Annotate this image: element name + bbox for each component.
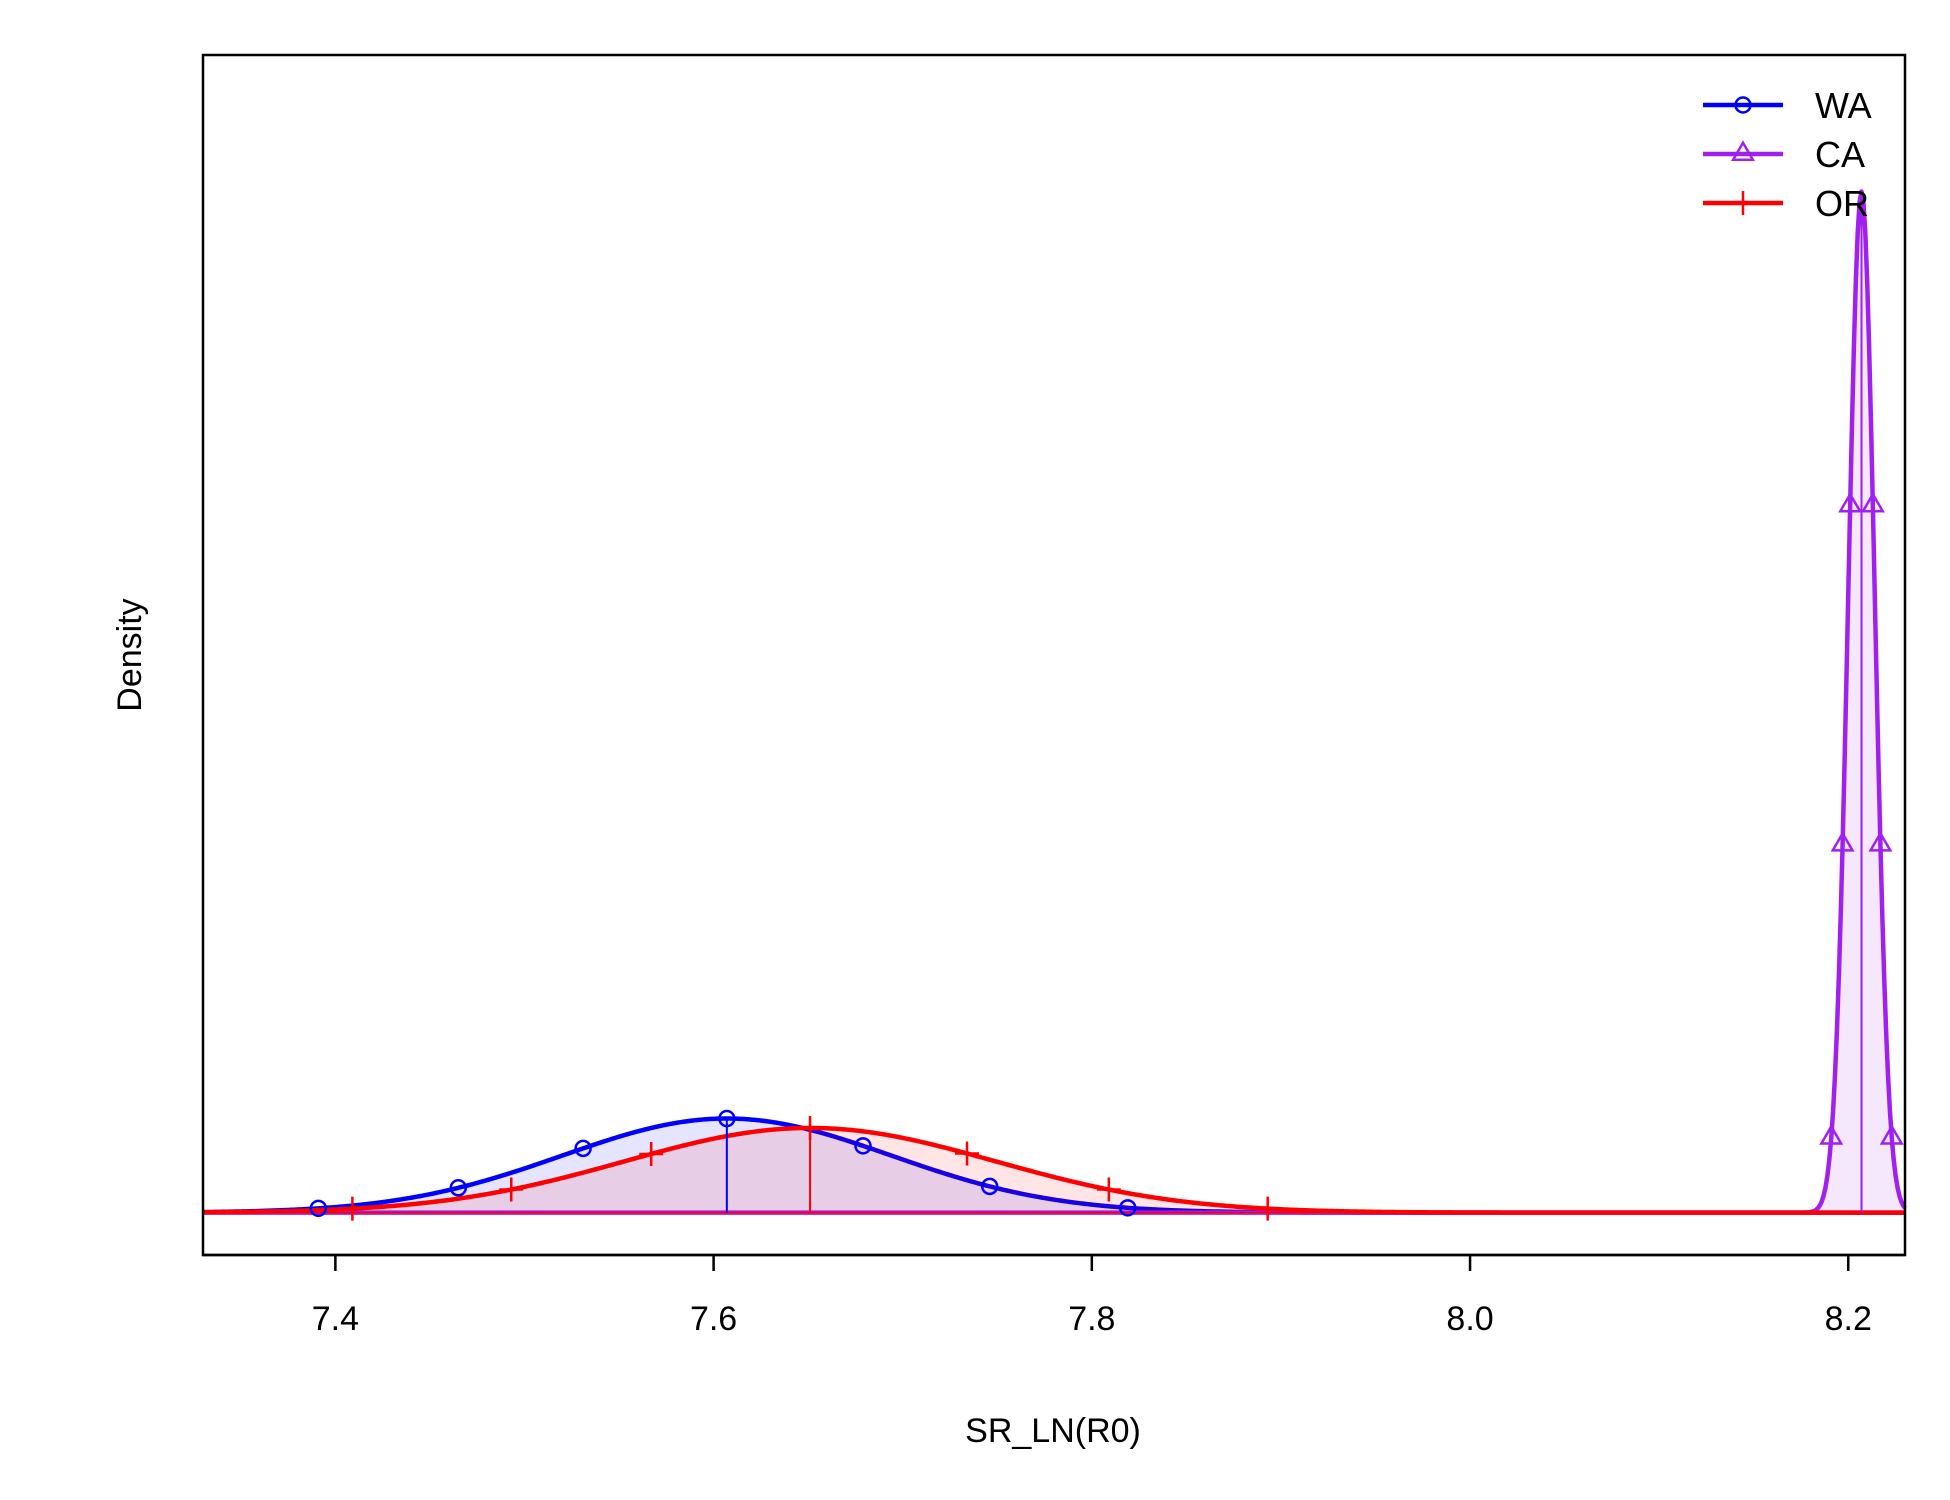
density-line-ca [202, 189, 1907, 1215]
marker-ca-6 [1879, 1124, 1904, 1145]
marker-wa-2 [449, 1179, 468, 1197]
marker-or-7 [1255, 1196, 1280, 1221]
density-area-wa [203, 1118, 1905, 1213]
x-tick-label-7.4: 7.4 [312, 1300, 359, 1338]
x-axis-label: SR_LN(R0) [965, 1412, 1141, 1450]
marker-wa-6 [980, 1177, 999, 1196]
legend: WA CA OR [1703, 85, 1872, 224]
legend-marker-or [1731, 191, 1755, 215]
x-tick-label-8.2: 8.2 [1825, 1300, 1872, 1338]
series-layer [202, 189, 1907, 1215]
marker-or-5 [955, 1141, 980, 1166]
marker-or-2 [499, 1177, 524, 1202]
marker-ca-2 [1830, 830, 1855, 852]
x-tick-label-8.0: 8.0 [1446, 1300, 1493, 1338]
median-lines [725, 191, 1863, 1213]
marker-wa-1 [309, 1199, 328, 1218]
x-tick-label-7.6: 7.6 [690, 1300, 737, 1338]
legend-label-ca: CA [1815, 134, 1865, 175]
marker-ca-4 [1860, 491, 1885, 513]
marker-wa-3 [574, 1139, 592, 1158]
legend-label-wa: WA [1815, 85, 1872, 126]
y-axis-label: Density [111, 598, 149, 711]
marker-wa-4 [718, 1109, 736, 1128]
marker-ca-5 [1868, 830, 1893, 852]
marker-ca-1 [1819, 1124, 1844, 1145]
marker-or-4 [798, 1115, 823, 1140]
marker-ca-3 [1838, 491, 1863, 513]
marker-or-3 [639, 1141, 664, 1166]
legend-label-or: OR [1815, 183, 1869, 224]
density-line-or [202, 1125, 1906, 1215]
marker-or-1 [340, 1196, 365, 1221]
marker-wa-5 [854, 1137, 872, 1155]
plot-frame [201, 53, 1907, 1257]
legend-marker-ca [1730, 140, 1756, 162]
marker-wa-7 [1119, 1199, 1137, 1217]
markers [309, 491, 1904, 1221]
density-area-or [203, 1127, 1905, 1213]
marker-or-6 [1096, 1177, 1121, 1202]
density-area-ca [203, 191, 1905, 1213]
legend-marker-wa [1734, 96, 1752, 114]
x-tick-label-7.8: 7.8 [1068, 1300, 1115, 1338]
x-axis: 7.4 7.6 7.8 8.0 8.2 [203, 1253, 1905, 1338]
